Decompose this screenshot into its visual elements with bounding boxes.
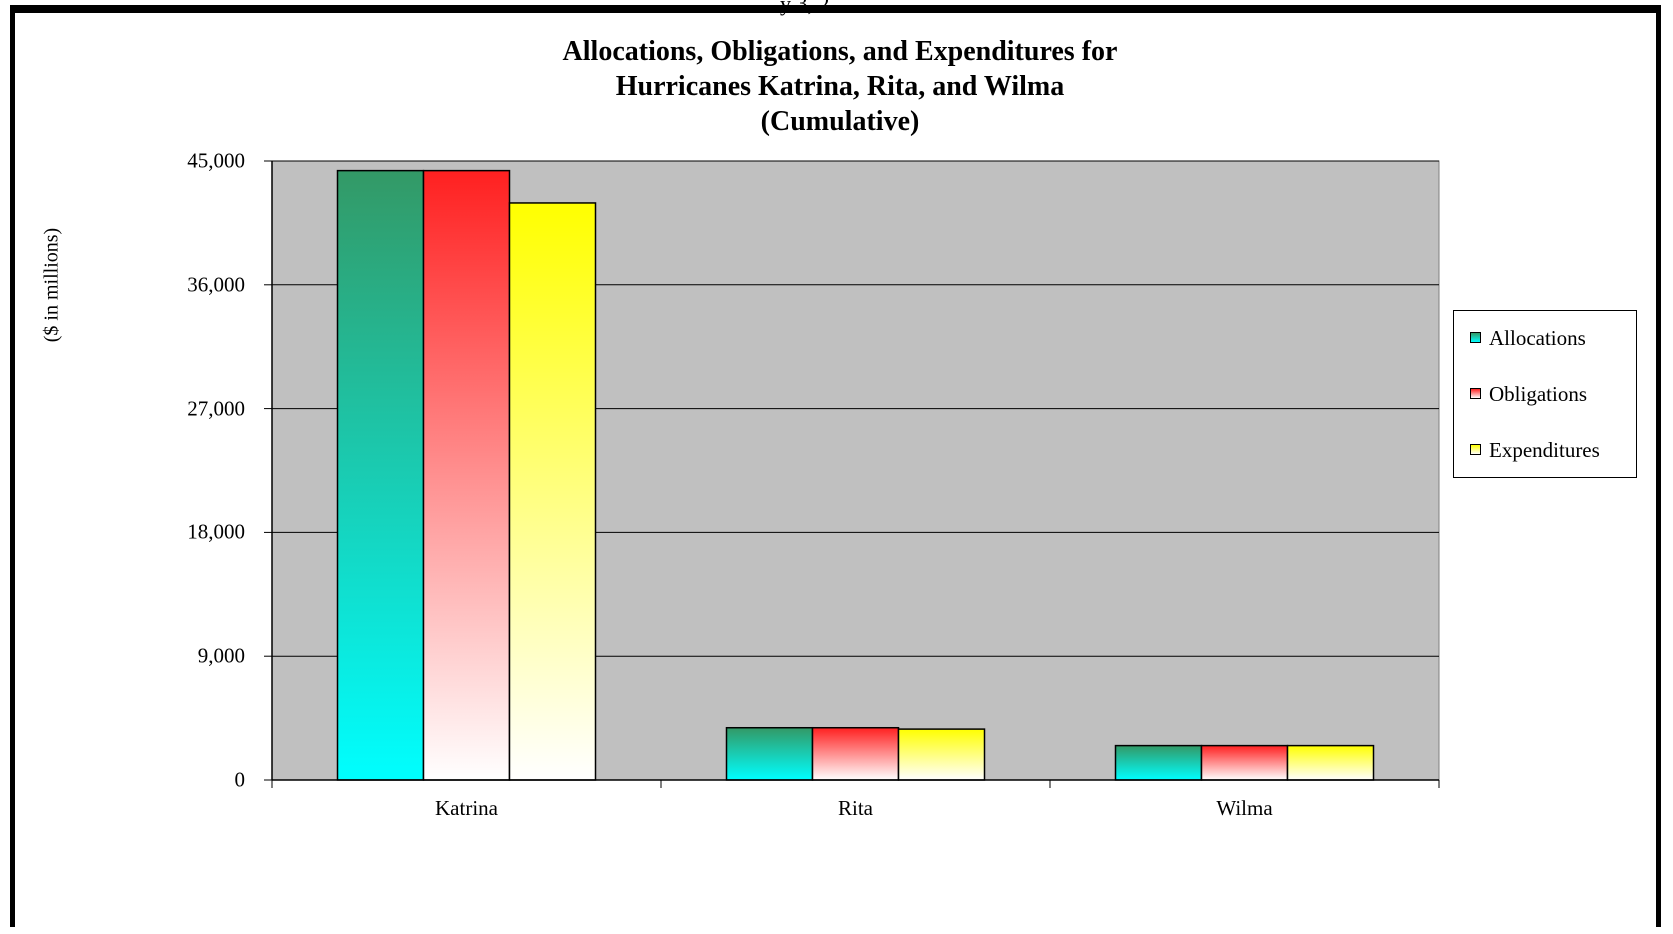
bar-expenditures-katrina	[508, 202, 597, 781]
y-tick-label-27000: 27,000	[187, 396, 245, 421]
y-tick-label-0: 0	[234, 767, 246, 792]
legend-swatch-obligations	[1470, 388, 1481, 399]
bar-obligations-wilma	[1200, 744, 1289, 781]
x-tick-label-wilma: Wilma	[1216, 796, 1273, 820]
y-tick-label-18000: 18,000	[187, 519, 245, 544]
chart-frame	[10, 5, 1661, 927]
chart-title: Allocations, Obligations, and Expenditur…	[340, 34, 1340, 139]
legend-item-allocations: Allocations	[1470, 326, 1586, 350]
x-tick-label-rita: Rita	[838, 796, 873, 820]
legend-item-expenditures: Expenditures	[1470, 438, 1600, 462]
x-tick-label-katrina: Katrina	[435, 796, 498, 820]
legend: Allocations Obligations Expenditures	[1453, 310, 1637, 478]
legend-item-obligations: Obligations	[1470, 382, 1587, 406]
legend-swatch-expenditures	[1470, 444, 1481, 455]
chart-title-line-2: Hurricanes Katrina, Rita, and Wilma	[615, 71, 1065, 102]
bar-expenditures-rita	[897, 728, 986, 781]
chart-title-line-3: (Cumulative)	[760, 106, 920, 137]
y-tick-label-9000: 9,000	[197, 643, 245, 668]
chart-title-line-1: Allocations, Obligations, and Expenditur…	[562, 36, 1118, 67]
bar-obligations-katrina	[422, 169, 511, 781]
y-tick-label-36000: 36,000	[187, 272, 245, 297]
bar-obligations-rita	[811, 726, 900, 781]
legend-swatch-allocations	[1470, 332, 1481, 343]
bar-allocations-wilma	[1114, 744, 1203, 781]
cropped-header-text: y 3, 2	[780, 0, 830, 16]
bar-allocations-rita	[725, 726, 814, 781]
bar-allocations-katrina	[336, 169, 425, 781]
legend-label-expenditures: Expenditures	[1489, 438, 1600, 462]
y-tick-label-45000: 45,000	[187, 148, 245, 173]
legend-label-obligations: Obligations	[1489, 382, 1587, 406]
bar-expenditures-wilma	[1286, 744, 1375, 781]
legend-label-allocations: Allocations	[1489, 326, 1586, 350]
